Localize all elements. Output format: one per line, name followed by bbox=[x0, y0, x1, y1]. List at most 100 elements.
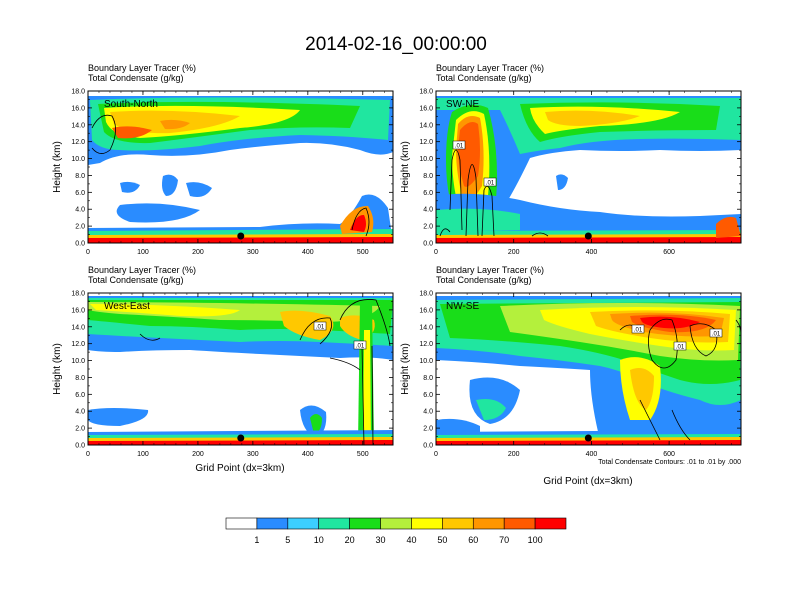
colorbar-swatch bbox=[318, 517, 350, 530]
y-tick-label: 2.0 bbox=[75, 224, 85, 231]
y-tick-label: 4.0 bbox=[423, 207, 433, 214]
x-tick-label: 300 bbox=[247, 249, 259, 256]
location-marker bbox=[237, 434, 245, 442]
y-tick-label: 0.0 bbox=[423, 443, 433, 450]
heatmap-field bbox=[436, 293, 741, 445]
panel-subtitle-line1: Boundary Layer Tracer (%) bbox=[436, 63, 544, 73]
x-tick-label: 400 bbox=[302, 451, 314, 458]
y-tick-label: 16.0 bbox=[419, 307, 433, 314]
panel-subtitle-line1: Boundary Layer Tracer (%) bbox=[436, 265, 544, 275]
colorbar-swatch bbox=[256, 517, 289, 530]
y-tick-label: 8.0 bbox=[75, 375, 85, 382]
colorbar-label: 60 bbox=[468, 535, 478, 545]
x-tick-label: 0 bbox=[86, 249, 90, 256]
x-tick-label: 500 bbox=[357, 249, 369, 256]
y-axis: 0.0 2.0 4.0 6.0 8.0 10.0 12.0 14.0 16.0 18.0 bbox=[419, 291, 741, 450]
colorbar-label: 10 bbox=[314, 535, 324, 545]
colorbar-label: 40 bbox=[406, 535, 416, 545]
y-tick-label: 12.0 bbox=[419, 341, 433, 348]
y-axis-label: Height (km) bbox=[52, 343, 63, 395]
x-tick-label: 500 bbox=[357, 451, 369, 458]
colorbar-label: 5 bbox=[285, 535, 290, 545]
colorbar-label: 50 bbox=[437, 535, 447, 545]
x-tick-label: 600 bbox=[663, 451, 675, 458]
y-tick-label: 16.0 bbox=[71, 105, 85, 112]
contour-label-text: .01 bbox=[455, 144, 464, 150]
x-tick-label: 200 bbox=[192, 249, 204, 256]
panel-label: South-North bbox=[104, 99, 158, 110]
panel-sw-ne: Boundary Layer Tracer (%) Total Condensa… bbox=[400, 63, 742, 256]
colorbar-swatch bbox=[472, 517, 505, 530]
x-tick-label: 0 bbox=[434, 249, 438, 256]
contour-label: .01 bbox=[452, 140, 466, 150]
y-tick-label: 2.0 bbox=[423, 426, 433, 433]
y-axis: 0.0 2.0 4.0 6.0 8.0 10.0 12.0 14.0 16.0 18.0 bbox=[71, 291, 393, 450]
colorbar-swatch bbox=[287, 517, 320, 530]
y-tick-label: 8.0 bbox=[423, 375, 433, 382]
colorbar-swatch bbox=[442, 517, 474, 530]
x-axis: 0 100 200 300 400 500 bbox=[86, 91, 386, 256]
y-tick-label: 10.0 bbox=[71, 358, 85, 365]
x-tick-label: 100 bbox=[137, 451, 149, 458]
panel-subtitle-line2: Total Condensate (g/kg) bbox=[88, 275, 184, 285]
x-tick-label: 300 bbox=[247, 451, 259, 458]
y-axis-label: Height (km) bbox=[52, 141, 63, 193]
x-tick-label: 0 bbox=[434, 451, 438, 458]
x-axis: 0 100 200 300 400 500 bbox=[86, 293, 386, 458]
y-axis: 0.0 2.0 4.0 6.0 8.0 10.0 12.0 14.0 16.0 18.0 bbox=[419, 89, 741, 248]
contour-label-text: .01 bbox=[486, 181, 495, 187]
heatmap-field bbox=[436, 91, 741, 243]
panel-south-north: Boundary Layer Tracer (%) Total Condensa… bbox=[52, 63, 394, 256]
x-tick-label: 200 bbox=[508, 451, 520, 458]
y-tick-label: 18.0 bbox=[419, 89, 433, 96]
y-tick-label: 12.0 bbox=[71, 139, 85, 146]
x-tick-label: 100 bbox=[137, 249, 149, 256]
y-tick-label: 16.0 bbox=[419, 105, 433, 112]
x-axis: 0 200 400 600 bbox=[434, 293, 732, 458]
y-tick-label: 10.0 bbox=[419, 358, 433, 365]
contour-label-text: .01 bbox=[712, 332, 721, 338]
x-tick-label: 600 bbox=[663, 249, 675, 256]
x-tick-label: 200 bbox=[192, 451, 204, 458]
contour-label-text: .01 bbox=[316, 325, 325, 331]
y-tick-label: 8.0 bbox=[423, 173, 433, 180]
y-tick-label: 10.0 bbox=[419, 156, 433, 163]
panel-subtitle-line2: Total Condensate (g/kg) bbox=[436, 275, 532, 285]
panel-nw-se: Boundary Layer Tracer (%) Total Condensa… bbox=[400, 265, 742, 487]
x-tick-label: 200 bbox=[508, 249, 520, 256]
y-tick-label: 4.0 bbox=[75, 207, 85, 214]
colorbar: 1 5 10 20 30 40 50 60 70 100 bbox=[225, 517, 567, 545]
panel-subtitle-line2: Total Condensate (g/kg) bbox=[436, 73, 532, 83]
y-tick-label: 18.0 bbox=[71, 89, 85, 96]
location-marker bbox=[584, 434, 592, 442]
y-tick-label: 12.0 bbox=[419, 139, 433, 146]
y-tick-label: 14.0 bbox=[419, 122, 433, 129]
y-tick-label: 6.0 bbox=[423, 190, 433, 197]
panel-subtitle-line1: Boundary Layer Tracer (%) bbox=[88, 265, 196, 275]
y-tick-label: 18.0 bbox=[419, 291, 433, 298]
colorbar-label: 30 bbox=[376, 535, 386, 545]
y-tick-label: 0.0 bbox=[423, 241, 433, 248]
y-axis-label: Height (km) bbox=[400, 343, 411, 395]
y-tick-label: 18.0 bbox=[71, 291, 85, 298]
contour-label-text: .01 bbox=[676, 345, 685, 351]
colorbar-label: 70 bbox=[499, 535, 509, 545]
y-tick-label: 6.0 bbox=[75, 190, 85, 197]
y-tick-label: 8.0 bbox=[75, 173, 85, 180]
heatmap-field bbox=[88, 293, 393, 445]
y-tick-label: 4.0 bbox=[75, 409, 85, 416]
colorbar-swatch bbox=[411, 517, 443, 530]
y-tick-label: 14.0 bbox=[71, 324, 85, 331]
colorbar-label: 100 bbox=[528, 535, 543, 545]
x-tick-label: 0 bbox=[86, 451, 90, 458]
y-tick-label: 0.0 bbox=[75, 443, 85, 450]
footnote: Total Condensate Contours: .01 to .01 by… bbox=[598, 459, 741, 466]
x-tick-label: 400 bbox=[586, 451, 598, 458]
panel-subtitle-line1: Boundary Layer Tracer (%) bbox=[88, 63, 196, 73]
contour-label-text: .01 bbox=[356, 344, 365, 350]
y-tick-label: 12.0 bbox=[71, 341, 85, 348]
panel-west-east: Boundary Layer Tracer (%) Total Condensa… bbox=[52, 265, 394, 474]
x-axis: 0 200 400 600 bbox=[434, 91, 732, 256]
y-tick-label: 14.0 bbox=[71, 122, 85, 129]
x-axis-label: Grid Point (dx=3km) bbox=[195, 463, 284, 474]
